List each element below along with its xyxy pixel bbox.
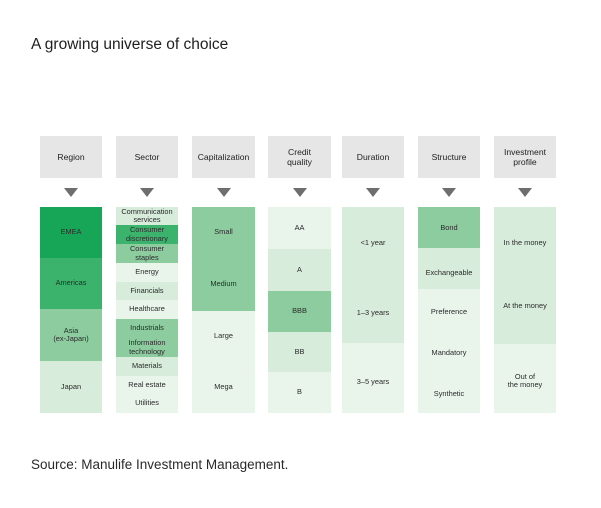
category-cell: Industrials — [116, 319, 178, 338]
column-header: Duration — [342, 136, 404, 178]
column-header: Investment profile — [494, 136, 556, 178]
category-cell: Communication services — [116, 207, 178, 225]
category-cell: Medium — [192, 257, 255, 311]
category-cell: Information technology — [116, 338, 178, 357]
category-label: Bond — [440, 223, 458, 232]
category-cell: Consumer staples — [116, 244, 178, 263]
category-cell: Financials — [116, 282, 178, 300]
column-header: Sector — [116, 136, 178, 178]
category-cell — [342, 207, 404, 343]
category-label: At the money — [503, 301, 547, 310]
category-label: In the money — [503, 238, 547, 247]
down-arrow-icon — [518, 188, 532, 197]
category-label: Mandatory — [431, 348, 467, 357]
category-cell: BBB — [268, 291, 331, 332]
category-label: Preference — [430, 307, 468, 316]
category-cell: Healthcare — [116, 300, 178, 319]
category-cell — [418, 207, 480, 248]
category-cell: Large — [192, 311, 255, 361]
category-cell: Utilities — [116, 394, 178, 413]
category-cell — [418, 289, 480, 413]
category-cell — [342, 343, 404, 413]
category-cell — [418, 248, 480, 289]
category-cell: Materials — [116, 357, 178, 376]
category-cell: Mega — [192, 361, 255, 413]
column-body: Communication services Consumer discreti… — [116, 207, 178, 413]
category-cell: Consumer discretionary — [116, 225, 178, 244]
category-label: Exchangeable — [425, 268, 473, 277]
down-arrow-icon — [217, 188, 231, 197]
category-label: <1 year — [360, 238, 386, 247]
column-body: Small Medium Large Mega — [192, 207, 255, 413]
category-label: Out of the money — [507, 372, 543, 390]
category-cell: Real estate — [116, 376, 178, 394]
down-arrow-icon — [442, 188, 456, 197]
category-label: 1–3 years — [356, 308, 390, 317]
column-header: Credit quality — [268, 136, 331, 178]
category-cell: EMEA — [40, 207, 102, 258]
down-arrow-icon — [64, 188, 78, 197]
category-cell — [494, 207, 556, 344]
category-label: Synthetic — [433, 389, 465, 398]
column-body: AA A BBB BB B — [268, 207, 331, 413]
category-label: 3–5 years — [356, 377, 390, 386]
source-note: Source: Manulife Investment Management. — [31, 457, 289, 472]
column-body: <1 year 1–3 years 3–5 years — [342, 207, 404, 413]
down-arrow-icon — [140, 188, 154, 197]
column-body: In the money At the money Out of the mon… — [494, 207, 556, 413]
down-arrow-icon — [293, 188, 307, 197]
category-cell: Japan — [40, 361, 102, 413]
category-cell: Small — [192, 207, 255, 257]
category-cell — [494, 344, 556, 413]
category-cell: B — [268, 372, 331, 413]
column-header: Region — [40, 136, 102, 178]
column-header: Capitalization — [192, 136, 255, 178]
column-body: Bond Exchangeable Preference Mandatory S… — [418, 207, 480, 413]
column-header: Structure — [418, 136, 480, 178]
category-cell: AA — [268, 207, 331, 249]
chart-title: A growing universe of choice — [31, 36, 229, 53]
down-arrow-icon — [366, 188, 380, 197]
category-cell: Energy — [116, 263, 178, 282]
category-cell: Asia (ex-Japan) — [40, 309, 102, 361]
category-cell: A — [268, 249, 331, 291]
column-body: EMEA Americas Asia (ex-Japan) Japan — [40, 207, 102, 413]
category-cell: Americas — [40, 258, 102, 309]
category-cell: BB — [268, 332, 331, 372]
